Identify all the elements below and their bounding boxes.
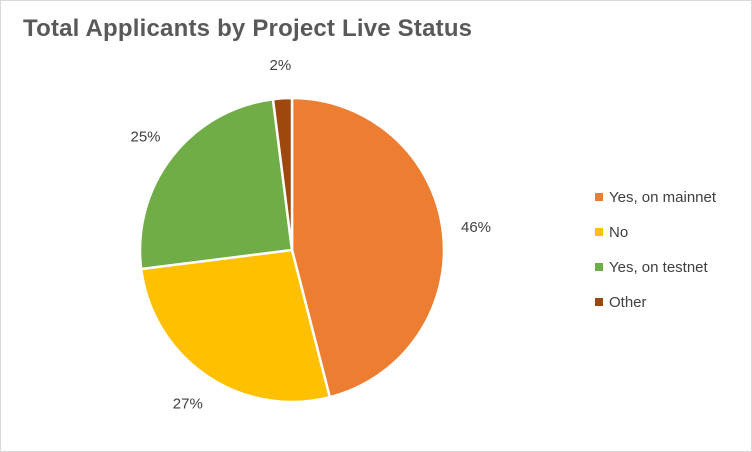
data-labels: 46% 27% 25% 2% <box>130 57 491 412</box>
chart-title: Total Applicants by Project Live Status <box>23 15 473 42</box>
legend-swatch-other <box>595 298 603 306</box>
legend-swatch-yes-on-testnet <box>595 263 603 271</box>
legend-label-yes-on-mainnet: Yes, on mainnet <box>609 189 717 206</box>
pie-slices <box>138 96 446 404</box>
legend-swatch-no <box>595 228 603 236</box>
legend: Yes, on mainnet No Yes, on testnet Other <box>595 189 717 311</box>
legend-label-no: No <box>609 224 628 241</box>
pie-slice-other <box>271 96 294 252</box>
legend-label-other: Other <box>609 294 647 311</box>
data-label-yes-on-mainnet: 46% <box>461 219 491 236</box>
pie-slice-yes-on-mainnet <box>290 96 446 399</box>
legend-swatch-yes-on-mainnet <box>595 193 603 201</box>
pie-slice-yes-on-testnet <box>138 97 294 271</box>
data-label-other: 2% <box>270 57 292 74</box>
pie-slice-no <box>139 248 332 404</box>
data-label-no: 27% <box>173 395 203 412</box>
data-label-yes-on-testnet: 25% <box>130 128 160 145</box>
legend-label-yes-on-testnet: Yes, on testnet <box>609 259 709 276</box>
